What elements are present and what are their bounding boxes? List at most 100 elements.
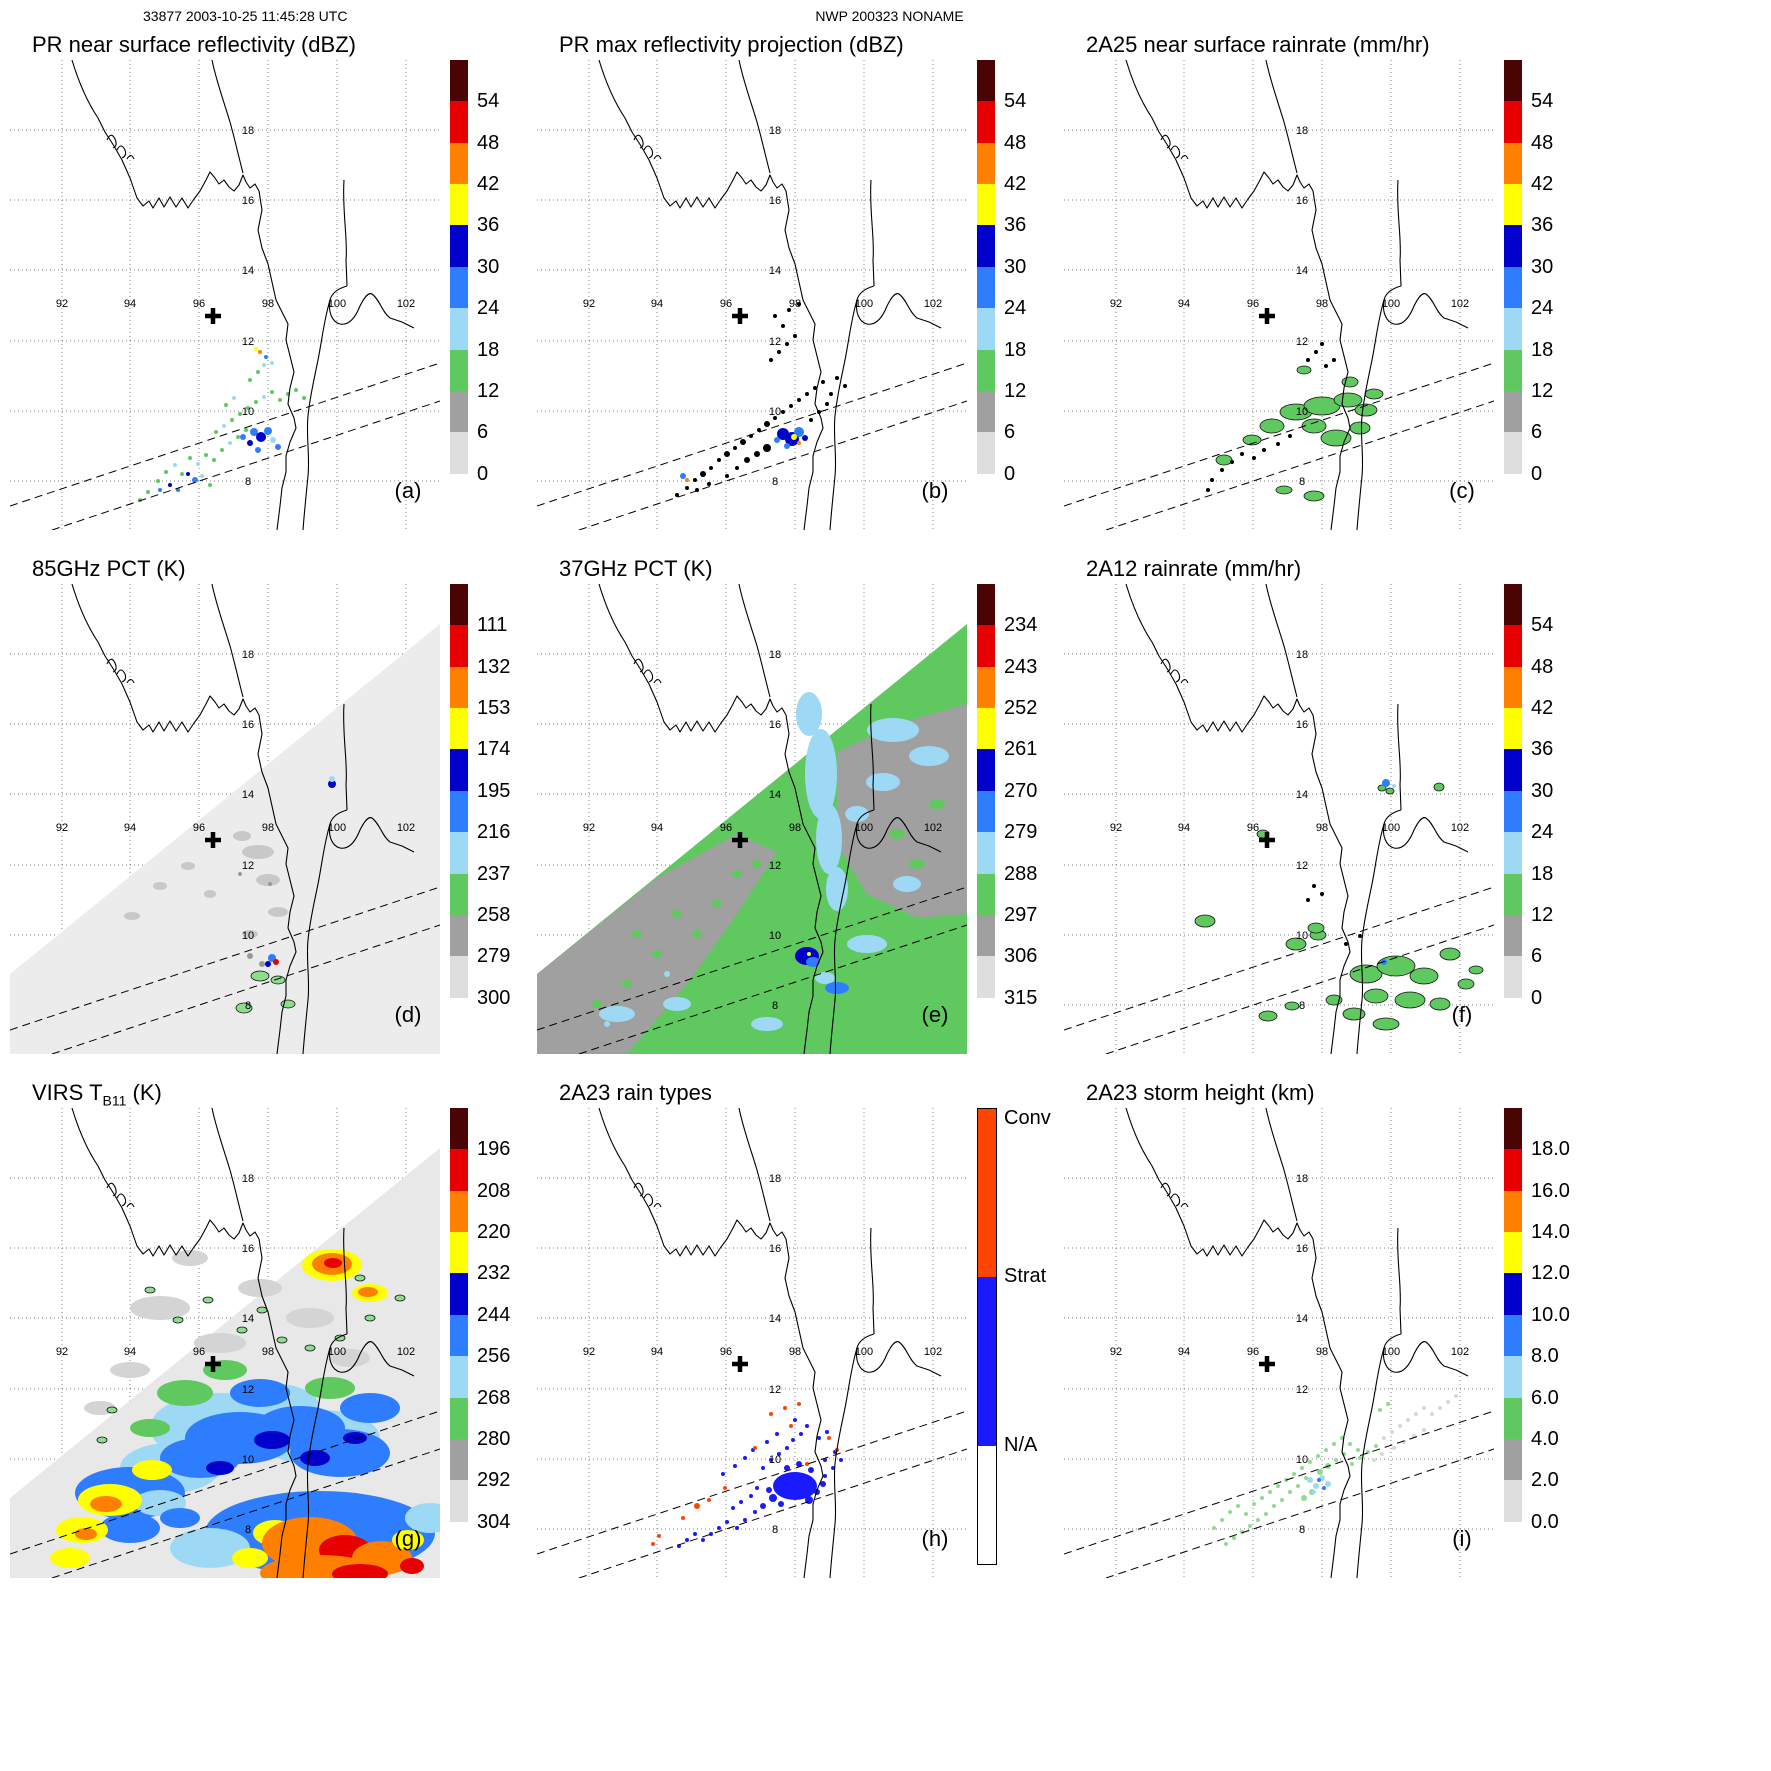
colorbar-segment bbox=[977, 60, 995, 102]
lon-tick-label: 98 bbox=[262, 298, 274, 310]
colorbar-segment bbox=[977, 349, 995, 391]
lon-tick-label: 102 bbox=[924, 1346, 942, 1358]
colorbar-segment bbox=[1504, 473, 1522, 515]
colorbar-tick-label: 0 bbox=[1531, 462, 1543, 485]
panel-letter-label: (b) bbox=[922, 478, 949, 503]
colorbar-tick-label: 280 bbox=[477, 1427, 511, 1450]
colorbar-scale bbox=[1504, 1108, 1522, 1563]
lat-tick-label: 14 bbox=[769, 265, 781, 277]
colorbar-segment bbox=[450, 308, 468, 350]
colorbar-tick-label: 6 bbox=[477, 421, 489, 444]
colorbar-segment bbox=[1504, 308, 1522, 350]
map-d: 92 94 96 98 100 102 18 16 14 12 10 8 (d) bbox=[10, 584, 440, 1054]
panel-f: 2A12 rainrate (mm/hr) 92 94 96 98 100 102 18 16 1… bbox=[1062, 554, 1589, 1078]
colorbar-tick-label: 132 bbox=[477, 655, 511, 678]
panel-title-f: 2A12 rainrate (mm/hr) bbox=[1086, 556, 1302, 581]
colorbar-tick-label: 315 bbox=[1004, 986, 1038, 1009]
colorbar-segment bbox=[450, 666, 468, 709]
colorbar-scale bbox=[977, 1108, 997, 1565]
colorbar-tick-label: 30 bbox=[1531, 255, 1554, 278]
lon-tick-label: 92 bbox=[1110, 822, 1122, 834]
panel-letter-label: (a) bbox=[395, 478, 422, 503]
lat-tick-label: 8 bbox=[1299, 1000, 1305, 1012]
lon-tick-label: 98 bbox=[262, 822, 274, 834]
lat-tick-label: 14 bbox=[769, 1313, 781, 1325]
lon-tick-label: 96 bbox=[1247, 1346, 1259, 1358]
colorbar-segment bbox=[450, 1521, 468, 1563]
lat-tick-label: 16 bbox=[769, 195, 781, 207]
colorbar-segment bbox=[1504, 1149, 1522, 1191]
colorbar-segment bbox=[450, 1232, 468, 1274]
colorbar-segment bbox=[450, 60, 468, 102]
colorbar-tick-label: 4.0 bbox=[1531, 1427, 1559, 1450]
colorbar-tick-label: 14.0 bbox=[1531, 1221, 1570, 1244]
panel-h: 2A23 rain types 92 94 96 98 100 102 18 16 14 12 10 8… bbox=[535, 1078, 1062, 1602]
colorbar-tick-label: 12 bbox=[1531, 379, 1554, 402]
colorbar-segment bbox=[1504, 1314, 1522, 1357]
colorbar-scale bbox=[450, 60, 468, 515]
colorbar-tick-label: 36 bbox=[477, 214, 500, 237]
lat-tick-label: 18 bbox=[769, 649, 781, 661]
lat-tick-label: 14 bbox=[1296, 1313, 1308, 1325]
colorbar-tick-label: 234 bbox=[1004, 614, 1038, 637]
panel-title-b: PR max reflectivity projection (dBZ) bbox=[559, 32, 904, 57]
colorbar-e: 234 243 252 261 270 279 288 297 306 315 bbox=[977, 584, 1061, 1041]
lon-tick-label: 92 bbox=[56, 822, 68, 834]
colorbar-tick-label: 300 bbox=[477, 986, 511, 1009]
lon-tick-label: 98 bbox=[1316, 298, 1328, 310]
lon-tick-label: 92 bbox=[56, 1346, 68, 1358]
lon-tick-label: 94 bbox=[1178, 298, 1190, 310]
lat-tick-label: 12 bbox=[769, 860, 781, 872]
lon-tick-label: 100 bbox=[328, 298, 346, 310]
lat-tick-label: 10 bbox=[242, 930, 254, 942]
colorbar-segment bbox=[1504, 790, 1522, 833]
lat-tick-label: 18 bbox=[769, 1173, 781, 1185]
lat-tick-label: 16 bbox=[242, 195, 254, 207]
lon-tick-label: 96 bbox=[193, 822, 205, 834]
lon-tick-label: 94 bbox=[1178, 822, 1190, 834]
colorbar-segment bbox=[977, 625, 995, 667]
colorbar-tick-label: 268 bbox=[477, 1386, 511, 1409]
lon-tick-label: 94 bbox=[651, 1346, 663, 1358]
panel-title-e: 37GHz PCT (K) bbox=[559, 556, 713, 581]
colorbar-tick-label: 220 bbox=[477, 1221, 511, 1244]
lat-tick-label: 12 bbox=[242, 336, 254, 348]
lat-tick-label: 8 bbox=[245, 1524, 251, 1536]
lat-tick-label: 14 bbox=[769, 789, 781, 801]
colorbar-segment bbox=[450, 1190, 468, 1233]
colorbar-tick-label: 24 bbox=[1531, 821, 1554, 844]
colorbar-segment bbox=[450, 349, 468, 391]
colorbar-a: 54 48 42 36 30 24 18 12 6 0 bbox=[450, 60, 534, 517]
colorbar-tick-label: Conv bbox=[1004, 1107, 1051, 1129]
colorbar-tick-label: 2.0 bbox=[1531, 1469, 1559, 1492]
lon-tick-label: 102 bbox=[924, 298, 942, 310]
colorbar-tick-label: 304 bbox=[477, 1510, 511, 1533]
lat-tick-label: 12 bbox=[242, 860, 254, 872]
colorbar-c: 54 48 42 36 30 24 18 12 6 0 bbox=[1504, 60, 1588, 517]
map-i: 92 94 96 98 100 102 18 16 14 12 10 8 (i) bbox=[1064, 1108, 1494, 1578]
colorbar-segment bbox=[978, 1109, 996, 1277]
colorbar-tick-label: 10.0 bbox=[1531, 1303, 1570, 1326]
lon-tick-label: 102 bbox=[1451, 298, 1469, 310]
colorbar-segment bbox=[977, 584, 995, 626]
colorbar-segment bbox=[977, 225, 995, 267]
colorbar-g: 196 208 220 232 244 256 268 280 292 304 bbox=[450, 1108, 534, 1565]
colorbar-tick-label: 306 bbox=[1004, 945, 1038, 968]
colorbar-b: 54 48 42 36 30 24 18 12 6 0 bbox=[977, 60, 1061, 517]
lon-tick-label: 100 bbox=[855, 1346, 873, 1358]
colorbar-tick-label: 12 bbox=[1004, 379, 1027, 402]
panel-letter-label: (d) bbox=[395, 1002, 422, 1027]
colorbar-segment bbox=[977, 749, 995, 791]
colorbar-segment bbox=[1504, 956, 1522, 998]
colorbar-tick-label: 42 bbox=[477, 173, 500, 196]
colorbar-segment bbox=[450, 473, 468, 515]
colorbar-segment bbox=[1504, 1273, 1522, 1315]
lon-tick-label: 100 bbox=[328, 822, 346, 834]
orbit-timestamp-header: 33877 2003-10-25 11:45:28 UTC bbox=[143, 8, 348, 24]
colorbar-segment bbox=[977, 708, 995, 750]
colorbar-segment bbox=[1504, 584, 1522, 626]
lat-tick-label: 8 bbox=[245, 1000, 251, 1012]
colorbar-tick-label: 30 bbox=[1004, 255, 1027, 278]
colorbar-tick-label: 8.0 bbox=[1531, 1345, 1559, 1368]
colorbar-segment bbox=[450, 1438, 468, 1481]
